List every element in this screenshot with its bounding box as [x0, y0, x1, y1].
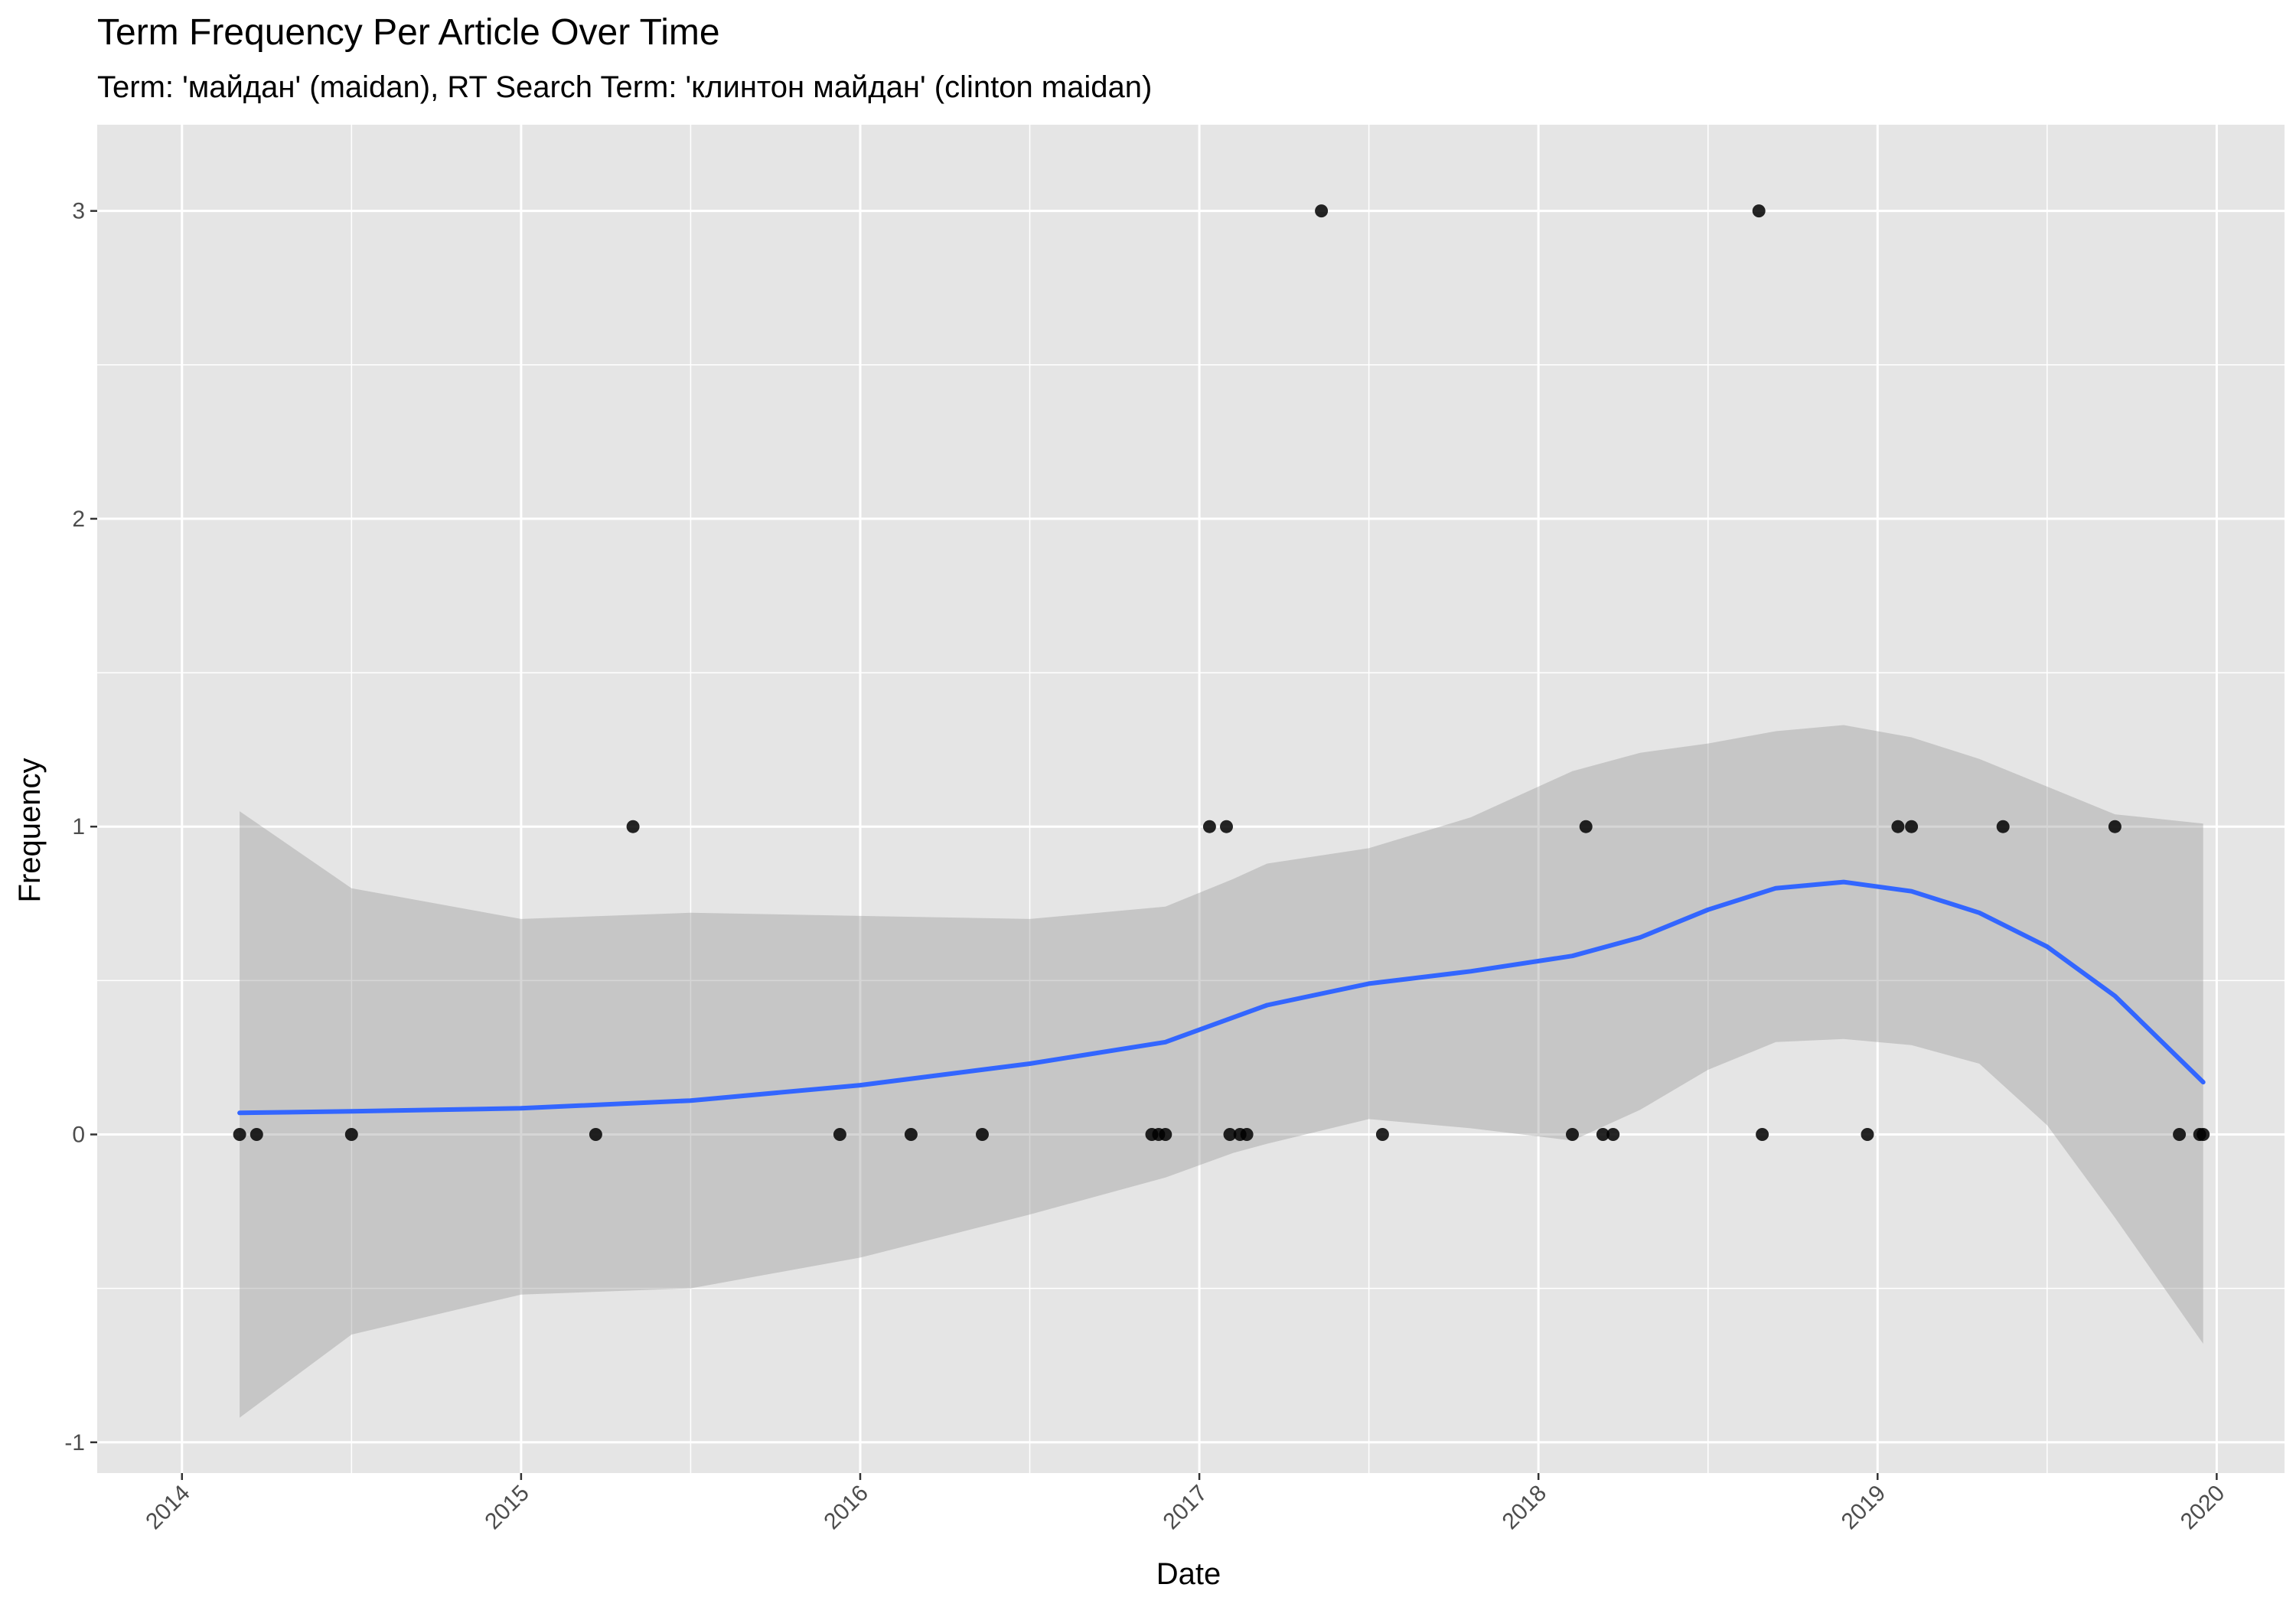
data-point: [2108, 820, 2122, 833]
data-point: [1566, 1128, 1579, 1141]
data-point: [1315, 204, 1329, 218]
data-point: [2173, 1128, 2187, 1141]
x-tick-label: 2016: [819, 1481, 873, 1535]
y-tick-label: 3: [72, 199, 85, 224]
x-tick-label: 2014: [141, 1481, 195, 1535]
data-point: [1159, 1128, 1172, 1141]
data-point: [1891, 820, 1905, 833]
data-point: [1596, 1128, 1609, 1141]
data-point: [1996, 820, 2010, 833]
data-point: [2197, 1128, 2210, 1141]
x-tick-label: 2020: [2176, 1481, 2230, 1535]
x-axis-title: Date: [1156, 1557, 1221, 1591]
chart-title: Term Frequency Per Article Over Time: [97, 12, 720, 53]
smooth-trend-line: [237, 879, 2206, 1116]
y-tick-label: 0: [72, 1122, 85, 1147]
data-point: [1756, 1128, 1769, 1141]
data-point: [1606, 1128, 1620, 1141]
data-point: [1202, 820, 1216, 833]
data-point: [904, 1128, 918, 1141]
x-tick-label: 2015: [480, 1481, 534, 1535]
chart-subtitle: Term: 'майдан' (maidan), RT Search Term:…: [97, 70, 1152, 104]
data-point: [249, 1128, 263, 1141]
y-tick-label: 2: [72, 507, 85, 532]
minor-gridlines: [97, 125, 2285, 1473]
data-point: [1375, 1128, 1389, 1141]
data-point: [589, 1128, 602, 1141]
data-point: [976, 1128, 989, 1141]
data-point: [1861, 1128, 1874, 1141]
data-point: [344, 1128, 358, 1141]
y-tick-label: -1: [64, 1430, 85, 1455]
major-gridlines: [97, 125, 2285, 1473]
data-point: [1240, 1128, 1254, 1141]
data-point: [1220, 820, 1233, 833]
data-points: [233, 204, 2210, 1141]
data-point: [626, 820, 640, 833]
data-point: [833, 1128, 846, 1141]
data-point: [1223, 1128, 1237, 1141]
x-tick-label: 2019: [1837, 1481, 1891, 1535]
data-point: [233, 1128, 246, 1141]
data-point: [1579, 820, 1593, 833]
y-tick-label: 1: [72, 814, 85, 839]
y-axis: -1 0 1 2 3: [64, 199, 97, 1455]
x-tick-label: 2017: [1159, 1481, 1213, 1535]
data-point: [1905, 820, 1919, 833]
data-point: [1752, 204, 1766, 218]
x-tick-label: 2018: [1498, 1481, 1552, 1535]
confidence-band: [240, 725, 2203, 1418]
plot-panel: [97, 125, 2285, 1473]
y-axis-title: Frequency: [13, 758, 47, 903]
x-axis: 2014 2015 2016 2017 2018 2019 2020: [141, 1473, 2229, 1534]
